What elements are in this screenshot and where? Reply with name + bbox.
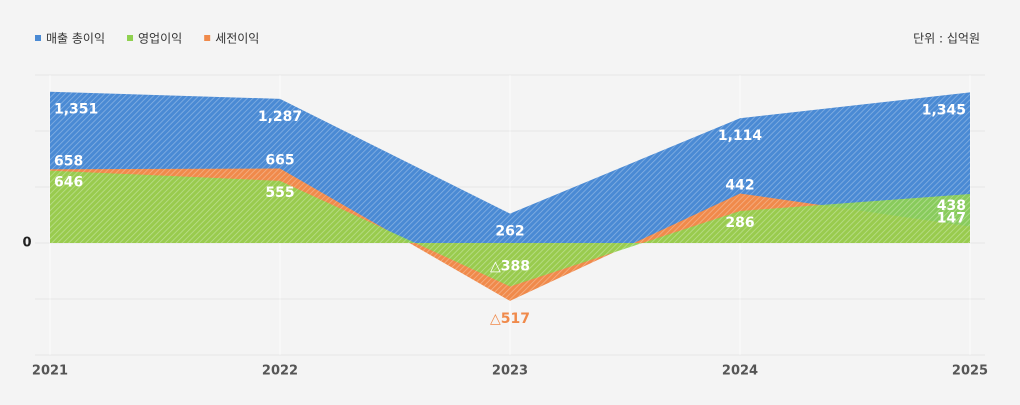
legend-swatch — [35, 35, 41, 41]
value-label: 286 — [725, 215, 754, 231]
x-tick-label: 2024 — [722, 364, 758, 379]
value-label: 438 — [937, 198, 966, 214]
x-tick-label: 2022 — [262, 364, 298, 379]
value-label: 1,345 — [922, 102, 966, 118]
value-label: 665 — [265, 153, 294, 169]
value-label: 1,351 — [54, 102, 98, 118]
x-tick-label: 2025 — [952, 364, 988, 379]
value-label: 262 — [495, 224, 524, 240]
legend-swatch — [204, 35, 211, 41]
value-label: 646 — [54, 175, 83, 191]
value-label: △517 — [490, 311, 530, 327]
value-label: 658 — [54, 153, 83, 169]
y-tick-label: 0 — [22, 236, 31, 251]
unit-label: 단위 : 십억원 — [913, 32, 980, 46]
x-tick-label: 2021 — [32, 364, 68, 379]
value-label: 555 — [265, 185, 294, 201]
value-label: △388 — [490, 258, 530, 274]
value-label: 147 — [937, 211, 966, 227]
legend-label: 세전이익 — [215, 32, 259, 46]
legend-label: 매출 총이익 — [46, 32, 105, 46]
legend-label: 영업이익 — [138, 32, 182, 46]
value-label: 442 — [725, 177, 754, 193]
value-label: 1,287 — [258, 109, 302, 125]
x-tick-label: 2023 — [492, 364, 528, 379]
area-hatch — [50, 170, 970, 287]
legend-swatch — [127, 35, 134, 41]
value-label: 1,114 — [718, 128, 763, 144]
